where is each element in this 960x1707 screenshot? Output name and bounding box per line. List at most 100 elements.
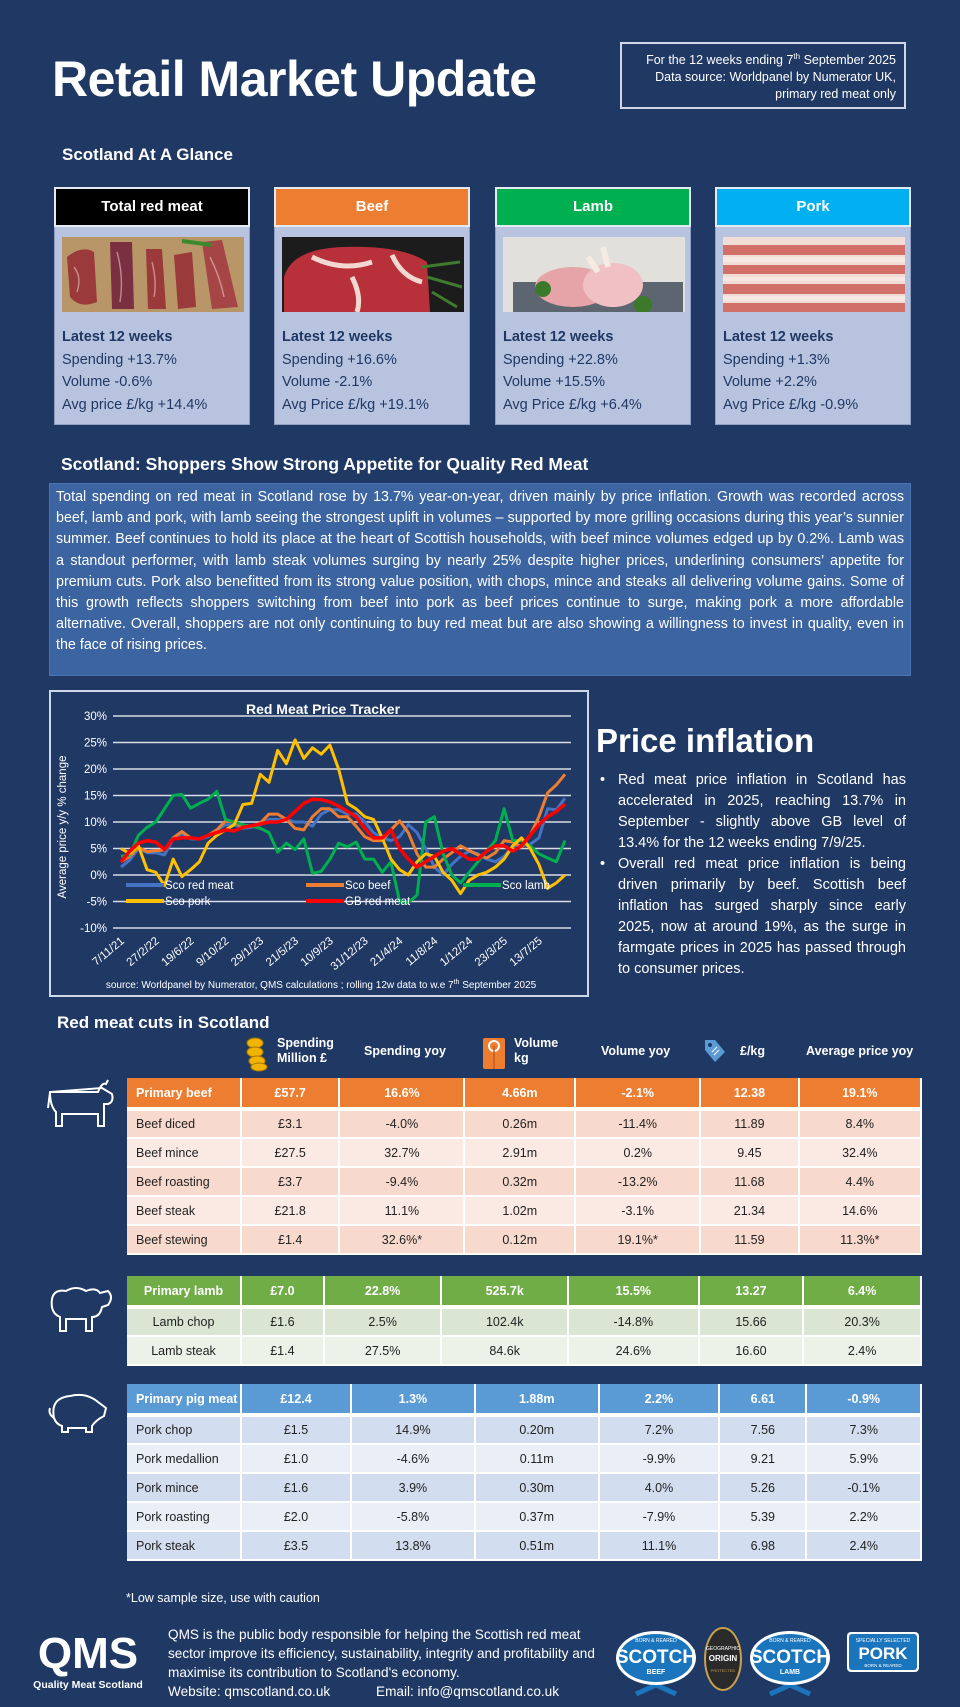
col-header-spending-yoy: Spending yoy <box>364 1044 446 1058</box>
x-tick-label: 11/8/24 <box>404 935 441 969</box>
volume-stat: Volume +15.5% <box>503 374 605 390</box>
period-label: Latest 12 weeks <box>282 329 393 345</box>
badge-main: SCOTCH <box>750 1647 830 1668</box>
qms-logo: QMS Quality Meat Scotland <box>24 1624 152 1692</box>
x-tick-label: 13/7/25 <box>508 935 545 969</box>
x-tick-label: 9/10/22 <box>194 935 231 969</box>
card-header: Lamb <box>495 187 691 227</box>
logo-subtitle: Quality Meat Scotland <box>33 1679 143 1691</box>
glance-heading: Scotland At A Glance <box>62 145 233 164</box>
cell-value: 0.26m <box>464 1109 577 1139</box>
cell-value: 4.4% <box>798 1167 923 1197</box>
price-stat: Avg Price £/kg +19.1% <box>282 396 429 413</box>
cell-value: 11.1% <box>339 1196 466 1226</box>
red-meat-steaks-photo <box>62 237 244 312</box>
cell-value: -9.4% <box>339 1167 466 1197</box>
table-row: Lamb chop £1.6 2.5% 102.4k -14.8% 15.66 20.3% <box>127 1307 922 1337</box>
spending-stat: Spending +22.8% <box>503 351 618 368</box>
cell-value: -2.1% <box>575 1078 702 1111</box>
y-tick-label: -10% <box>80 923 107 935</box>
website-link[interactable]: Website: qmscotland.co.uk <box>168 1684 331 1699</box>
cut-name: Pork chop <box>127 1415 242 1445</box>
cut-name: Beef steak <box>127 1196 242 1226</box>
cell-value: 11.3%* <box>798 1225 923 1255</box>
cut-name: Primary pig meat <box>127 1384 242 1417</box>
cell-value: 11.68 <box>700 1167 800 1197</box>
cell-value: 0.51m <box>474 1531 600 1561</box>
table-row: Lamb steak £1.4 27.5% 84.6k 24.6% 16.60 2.4% <box>127 1336 922 1366</box>
cell-value: 11.59 <box>700 1225 800 1255</box>
col-header-price: £/kg <box>740 1044 766 1058</box>
col-header-volume: Volume kg <box>514 1036 559 1065</box>
card-header: Pork <box>715 187 911 227</box>
cell-value: 14.9% <box>351 1415 476 1445</box>
cell-value: 14.6% <box>798 1196 923 1226</box>
card-total-red-meat: Total red meat Latest 12 weeks Spending … <box>54 187 250 425</box>
cell-value: £12.4 <box>241 1384 353 1417</box>
x-tick-label: 1/12/24 <box>438 935 476 969</box>
cell-value: £3.5 <box>241 1531 353 1561</box>
y-tick-label: -5% <box>87 897 107 909</box>
cell-value: 102.4k <box>441 1307 569 1337</box>
x-tick-label: 29/1/23 <box>229 935 266 969</box>
lamb-cuts-table: Primary lamb £7.0 22.8% 525.7k 15.5% 13.27 6.4… <box>127 1276 922 1366</box>
chart-source: source: Worldpanel by Numerator, QMS cal… <box>106 979 537 991</box>
badge-main: PORK <box>858 1644 908 1663</box>
table-row: Pork steak £3.5 13.8% 0.51m 11.1% 6.98 2.4% <box>127 1531 922 1561</box>
pig-icon <box>46 1388 116 1444</box>
legend-label: Sco lamb <box>502 880 550 892</box>
cell-value: £1.6 <box>241 1307 325 1337</box>
cell-value: 19.1%* <box>575 1225 702 1255</box>
beef-cuts-table: Primary beef £57.7 16.6% 4.66m -2.1% 12.38 19.… <box>127 1078 923 1255</box>
cell-value: 2.5% <box>323 1307 443 1337</box>
cut-name: Pork mince <box>127 1473 242 1503</box>
cut-name: Pork medallion <box>127 1444 242 1474</box>
pgi-badge: GEOGRAPHIC ORIGIN PROTECTED <box>704 1626 742 1697</box>
card-stats: Latest 12 weeks Spending +16.6% Volume -… <box>275 312 469 416</box>
card-lamb: Lamb Latest 12 weeks Spending +22.8% Vol… <box>495 187 691 425</box>
cell-value: 32.7% <box>339 1138 466 1168</box>
cell-value: 13.27 <box>698 1276 805 1309</box>
email-link[interactable]: Email: info@qmscotland.co.uk <box>376 1684 560 1699</box>
y-tick-label: 20% <box>84 764 107 776</box>
cell-value: 32.4% <box>798 1138 923 1168</box>
spending-stat: Spending +13.7% <box>62 351 177 368</box>
primary-row: Primary pig meat £12.4 1.3% 1.88m 2.2% 6.61 -0… <box>127 1384 922 1417</box>
card-stats: Latest 12 weeks Spending +13.7% Volume -… <box>55 312 249 416</box>
x-tick-label: 21/5/23 <box>264 935 301 969</box>
cell-value: 19.1% <box>798 1078 923 1111</box>
coins-icon <box>244 1036 270 1072</box>
badge-sub: BORN & REARED <box>864 1663 902 1668</box>
badge-top: GEOGRAPHIC <box>706 1646 740 1652</box>
table-row: Pork roasting £2.0 -5.8% 0.37m -7.9% 5.39 2.2% <box>127 1502 922 1532</box>
pork-belly-photo <box>723 237 905 312</box>
cell-value: 0.37m <box>474 1502 600 1532</box>
legend-label: Sco pork <box>165 896 211 908</box>
series-line-gb-red-meat <box>119 797 567 869</box>
cell-value: 1.02m <box>464 1196 577 1226</box>
bullet-item: Overall red meat price inflation is bein… <box>600 854 906 980</box>
cut-name: Lamb steak <box>127 1336 242 1366</box>
chart-canvas: Red Meat Price Tracker Average price y/y… <box>57 701 571 991</box>
volume-stat: Volume +2.2% <box>723 374 817 390</box>
period-label: Latest 12 weeks <box>503 329 614 345</box>
cut-name: Beef stewing <box>127 1225 242 1255</box>
source-sup: th <box>454 979 460 986</box>
card-stats: Latest 12 weeks Spending +22.8% Volume +… <box>496 312 690 416</box>
cell-value: 7.2% <box>598 1415 721 1445</box>
logo-text: QMS <box>38 1629 138 1678</box>
cell-value: -9.9% <box>598 1444 721 1474</box>
x-tick-label: 21/4/24 <box>368 935 406 969</box>
col-header-spending: Spending Million £ <box>277 1036 334 1065</box>
cell-value: 84.6k <box>441 1336 569 1366</box>
cell-value: 16.60 <box>698 1336 805 1366</box>
y-tick-label: 0% <box>90 870 107 882</box>
y-tick-label: 15% <box>84 791 107 803</box>
badge-top: BORN & REARED <box>635 1638 677 1644</box>
table-row: Beef roasting £3.7 -9.4% 0.32m -13.2% 11.68 4.… <box>127 1167 923 1197</box>
table-row: Pork mince £1.6 3.9% 0.30m 4.0% 5.26 -0.1% <box>127 1473 922 1503</box>
footnote: *Low sample size, use with caution <box>126 1591 320 1605</box>
scope-line: primary red meat only <box>775 87 896 102</box>
cut-name: Beef diced <box>127 1109 242 1139</box>
spending-stat: Spending +1.3% <box>723 351 830 368</box>
